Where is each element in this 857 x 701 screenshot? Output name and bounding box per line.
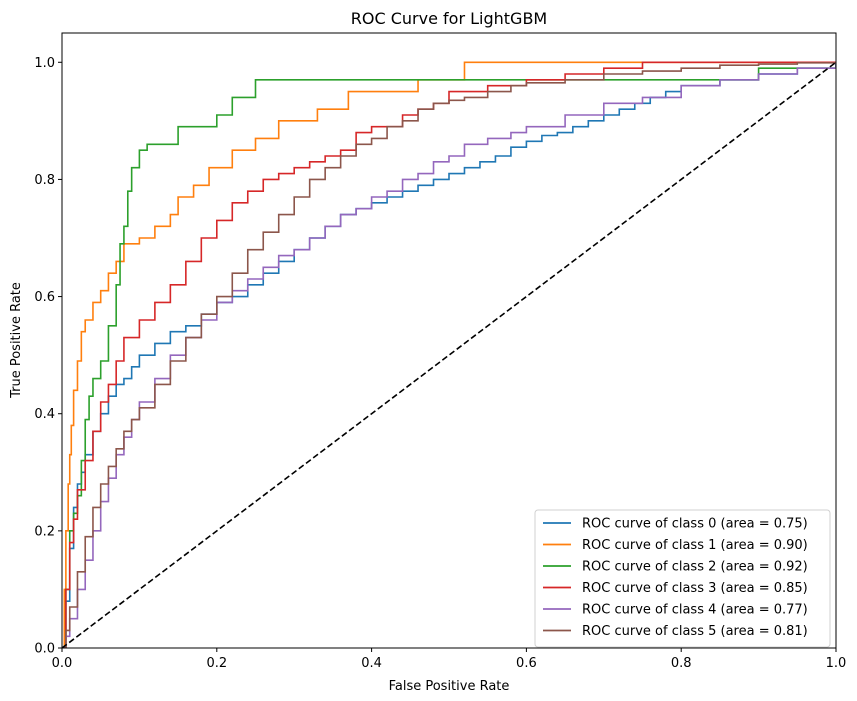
x-tick-label: 0.0 (52, 656, 73, 671)
legend: ROC curve of class 0 (area = 0.75) ROC cu… (534, 509, 831, 648)
legend-label-class-5: ROC curve of class 5 (area = 0.81) (582, 624, 808, 639)
roc-series-class-1 (62, 61, 836, 648)
x-tick-label: 0.4 (361, 656, 382, 671)
axes: 0.0 0.2 0.4 0.6 0.8 1.0 0.0 0.2 0.4 0.6 0.8 1.0 (34, 56, 846, 671)
y-tick-label: 0.8 (34, 173, 55, 188)
y-axis-title: True Positive Rate (9, 282, 24, 399)
legend-label-class-1: ROC curve of class 1 (area = 0.90) (582, 538, 808, 553)
roc-series-class-5 (62, 62, 836, 648)
x-tick-label: 1.0 (826, 656, 847, 671)
legend-label-class-0: ROC curve of class 0 (area = 0.75) (582, 517, 808, 532)
y-tick-label: 0.2 (34, 524, 55, 539)
roc-series-class-2 (62, 62, 836, 648)
axes-frame (61, 32, 837, 649)
plot-area (62, 61, 836, 648)
legend-label-class-4: ROC curve of class 4 (area = 0.77) (582, 603, 808, 618)
legend-label-class-3: ROC curve of class 3 (area = 0.85) (582, 581, 808, 596)
chart-title: ROC Curve for LightGBM (351, 9, 547, 28)
x-axis-title: False Positive Rate (389, 679, 510, 694)
legend-box (534, 509, 831, 648)
x-tick-label: 0.2 (206, 656, 227, 671)
y-tick-label: 1.0 (34, 56, 55, 71)
y-tick-label: 0.4 (34, 407, 55, 422)
roc-series-class-3 (62, 61, 836, 648)
y-tick-label: 0.0 (34, 642, 55, 657)
roc-series-class-4 (62, 62, 836, 648)
legend-label-class-2: ROC curve of class 2 (area = 0.92) (582, 560, 808, 575)
x-tick-label: 0.8 (671, 656, 692, 671)
y-tick-label: 0.6 (34, 290, 55, 305)
x-tick-label: 0.6 (516, 656, 537, 671)
